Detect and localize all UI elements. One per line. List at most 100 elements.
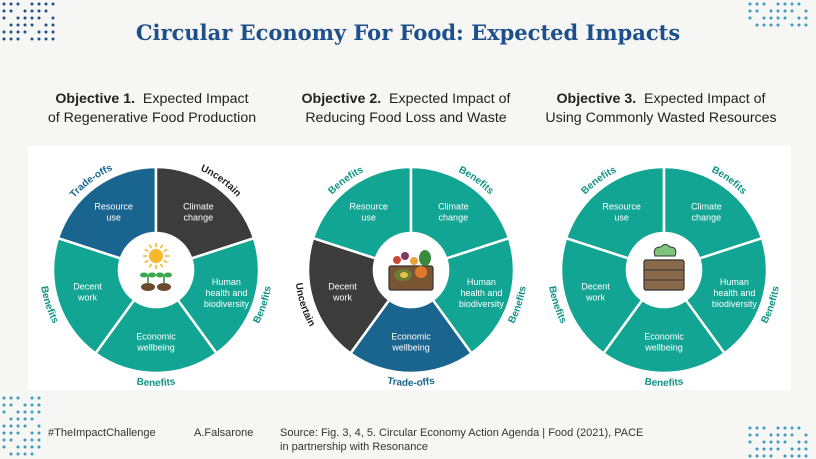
decorative-dot	[804, 23, 808, 27]
decorative-dot	[16, 452, 20, 456]
decorative-dot	[748, 426, 752, 430]
decorative-dot	[2, 16, 6, 20]
segment-label: health and	[205, 288, 247, 298]
decorative-dot	[2, 37, 6, 41]
decorative-dot	[37, 403, 41, 407]
decorative-dot	[762, 426, 766, 430]
decorative-dot	[37, 37, 41, 41]
outer-label-bottom: Benefits	[644, 376, 685, 389]
decorative-dot	[790, 2, 794, 6]
objective-1-heading: Objective 1. Expected Impact of Regenera…	[22, 90, 282, 128]
decorative-dot	[776, 16, 780, 20]
decorative-dot	[797, 447, 801, 451]
decorative-dot	[804, 433, 808, 437]
wheel-segment-2	[431, 236, 516, 356]
decorative-dot	[44, 23, 48, 27]
decorative-dot	[748, 16, 752, 20]
author-text: A.Falsarone	[194, 427, 254, 439]
decorative-dot	[748, 9, 752, 13]
decorative-dot	[769, 440, 773, 444]
decorative-dot	[769, 16, 773, 20]
decorative-dot	[783, 426, 787, 430]
wheel-segment-4	[306, 236, 391, 356]
decorative-dot	[16, 424, 20, 428]
segment-label: Decent	[581, 282, 610, 292]
decorative-dot	[23, 410, 27, 414]
decorative-dot	[755, 433, 759, 437]
objective-2-heading: Objective 2. Expected Impact of Reducing…	[276, 90, 536, 128]
wheel-segment-1	[154, 165, 256, 261]
decorative-dot	[790, 447, 794, 451]
source-line-1: Source: Fig. 3, 4, 5. Circular Economy A…	[280, 427, 644, 439]
wheel-segment-3	[93, 298, 219, 375]
decorative-dot	[804, 447, 808, 451]
objective-3-heading: Objective 3. Expected Impact of Using Co…	[531, 90, 791, 128]
decorative-dot	[769, 9, 773, 13]
decorative-dot	[16, 431, 20, 435]
decorative-dot	[2, 30, 6, 34]
segment-label: Economic	[644, 332, 684, 342]
segment-label: biodiversity	[459, 299, 505, 309]
decorative-dot	[9, 2, 13, 6]
decorative-dot	[30, 410, 34, 414]
decorative-dot	[762, 447, 766, 451]
decorative-dot	[783, 2, 787, 6]
segment-label: biodiversity	[712, 299, 758, 309]
decorative-dot	[51, 23, 55, 27]
decorative-dot	[755, 454, 759, 458]
decorative-dot	[44, 37, 48, 41]
objective-3-line2: Using Commonly Wasted Resources	[545, 110, 777, 126]
decorative-dot	[783, 9, 787, 13]
segment-label: Resource	[94, 201, 133, 211]
segment-label: Economic	[136, 332, 176, 342]
decorative-dot	[30, 23, 34, 27]
decorative-dot	[797, 440, 801, 444]
objective-1-wheel-panel: Resource use Climate change Human health and b…	[28, 146, 283, 390]
decorative-dot	[2, 2, 6, 6]
objective-3-line1: Expected Impact of	[644, 91, 766, 107]
decorative-dot	[762, 16, 766, 20]
decorative-dot	[790, 9, 794, 13]
decorative-dot	[30, 37, 34, 41]
decorative-dot	[797, 454, 801, 458]
dot-pattern-top-right	[748, 2, 808, 27]
decorative-dot	[37, 445, 41, 449]
decorative-dot	[9, 23, 13, 27]
segment-label: work	[332, 293, 353, 303]
decorative-dot	[23, 9, 27, 13]
decorative-dot	[37, 2, 41, 6]
decorative-dot	[51, 16, 55, 20]
segment-label: work	[585, 293, 606, 303]
segment-label: wellbeing	[391, 343, 430, 353]
decorative-dot	[30, 438, 34, 442]
decorative-dot	[16, 417, 20, 421]
decorative-dot	[790, 433, 794, 437]
dot-pattern-top-left	[2, 2, 55, 41]
wheel-segment-1	[409, 165, 511, 261]
segment-label: Resource	[602, 201, 641, 211]
decorative-dot	[30, 417, 34, 421]
source-citation: Source: Fig. 3, 4, 5. Circular Economy A…	[280, 426, 643, 454]
wheel-segment-2	[684, 236, 769, 356]
decorative-dot	[2, 396, 6, 400]
sun-and-sprouts-icon	[140, 243, 172, 291]
objective-2-wheel-panel: Resource use Climate change Human health and b…	[283, 146, 538, 390]
page-title: Circular Economy For Food: Expected Impa…	[135, 20, 681, 45]
decorative-dot	[755, 9, 759, 13]
decorative-dot	[23, 23, 27, 27]
decorative-dot	[2, 431, 6, 435]
decorative-dot	[44, 2, 48, 6]
decorative-dot	[783, 433, 787, 437]
decorative-dot	[769, 454, 773, 458]
hashtag-text: #TheImpactChallenge	[48, 427, 156, 439]
segment-label: health and	[713, 288, 755, 298]
segment-label: use	[614, 212, 629, 222]
segment-label: use	[106, 212, 121, 222]
decorative-dot	[9, 37, 13, 41]
decorative-dot	[16, 445, 20, 449]
decorative-dot	[769, 433, 773, 437]
dot-pattern-bottom-right	[748, 426, 808, 458]
decorative-dot	[755, 2, 759, 6]
